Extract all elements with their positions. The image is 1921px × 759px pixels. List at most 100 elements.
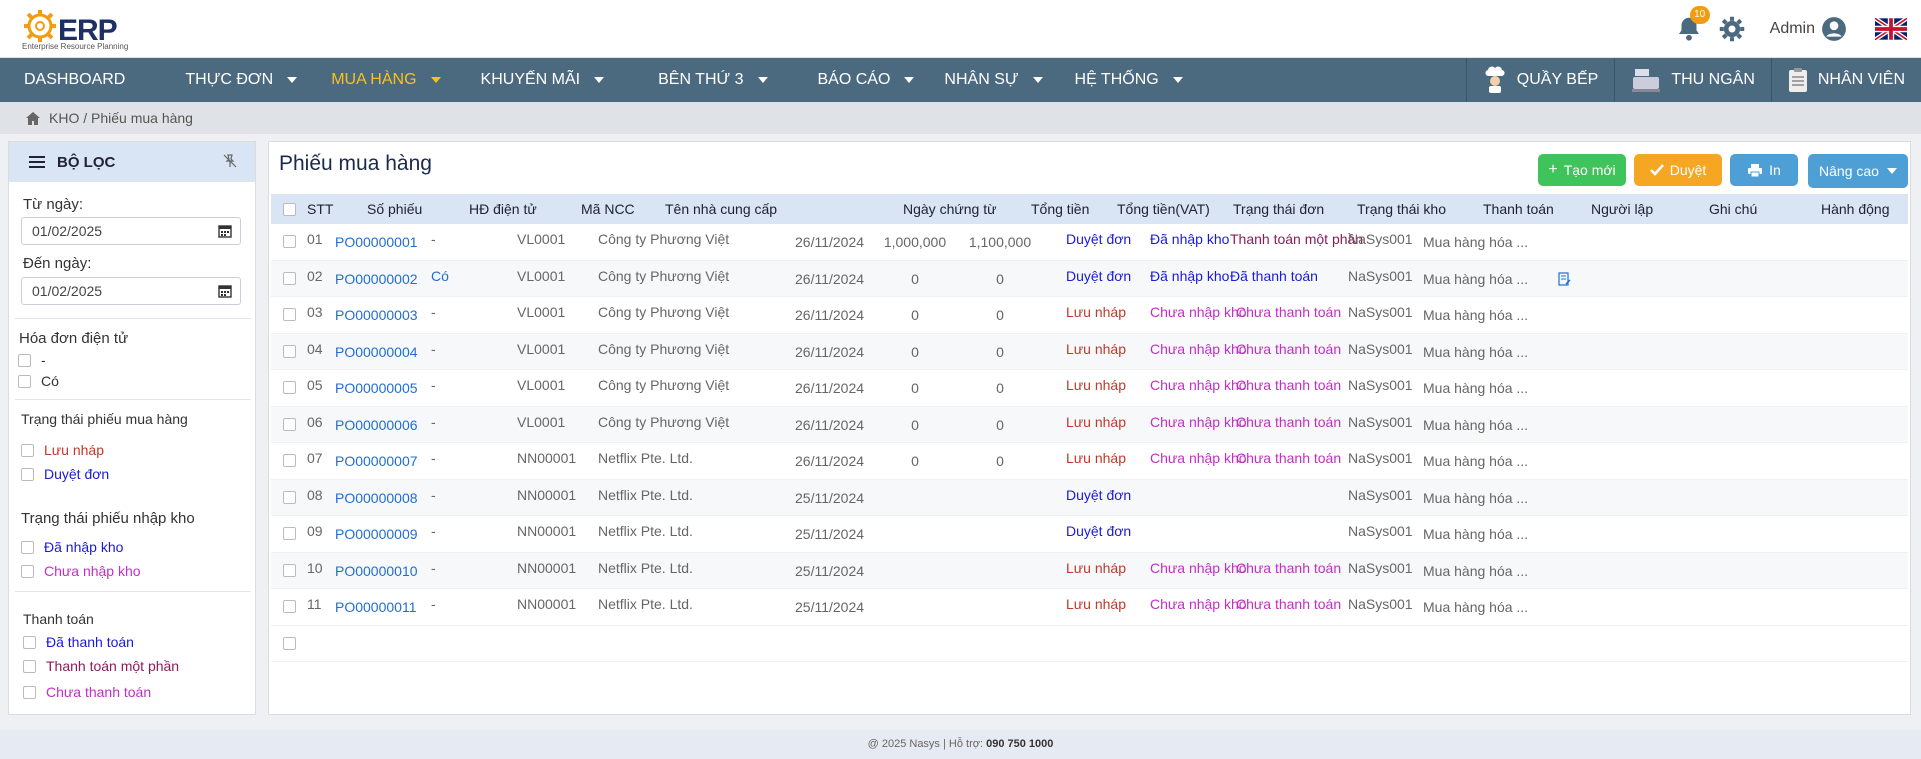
- row-checkbox[interactable]: [283, 271, 296, 285]
- po-number-link[interactable]: PO00000005: [335, 380, 418, 396]
- table-row[interactable]: 02 PO00000002 Có VL0001 Công ty Phương Việt 2…: [271, 260, 1908, 297]
- po-number-link[interactable]: PO00000008: [335, 489, 418, 506]
- edit-document-icon[interactable]: [1558, 271, 1571, 286]
- chevron-down-icon: [1886, 168, 1897, 174]
- purchase-orders-table: STT Số phiếu HĐ điện tử Mã NCC Tên nhà c…: [271, 194, 1908, 662]
- from-date-input[interactable]: 01/02/2025: [21, 217, 241, 245]
- po-number-link[interactable]: PO00000001: [335, 234, 418, 250]
- row-checkbox[interactable]: [283, 563, 296, 577]
- col-order-status[interactable]: Trạng thái đơn: [1233, 201, 1325, 217]
- to-date-input[interactable]: 01/02/2025: [21, 277, 241, 305]
- nav-system[interactable]: HỆ THỐNG: [1043, 58, 1183, 102]
- plus-icon: +: [1548, 161, 1558, 178]
- uk-flag-icon[interactable]: [1875, 18, 1907, 40]
- col-einvoice[interactable]: HĐ điện tử: [469, 201, 537, 217]
- payment-status-cell: Chưa thanh toán: [1236, 596, 1342, 612]
- partial-paid-checkbox[interactable]: Thanh toán một phần: [23, 658, 179, 674]
- not-in-stock-checkbox[interactable]: Chưa nhập kho: [21, 563, 141, 579]
- col-date[interactable]: Ngày chứng từ: [903, 201, 997, 217]
- col-supplier-name[interactable]: Tên nhà cung cấp: [665, 201, 778, 217]
- row-checkbox[interactable]: [283, 344, 296, 358]
- nav-hr[interactable]: NHÂN SỰ: [914, 58, 1043, 102]
- po-number-link[interactable]: PO00000004: [335, 343, 418, 360]
- row-checkbox[interactable]: [283, 636, 296, 650]
- row-stt: 03: [307, 304, 323, 320]
- table-row[interactable]: 04 PO00000004- VL0001 Công ty Phương Việt 26…: [271, 333, 1908, 370]
- user-menu[interactable]: Admin: [1770, 16, 1847, 42]
- nav-menu[interactable]: THỰC ĐƠN: [125, 58, 298, 102]
- cashier-button[interactable]: THU NGÂN: [1614, 58, 1771, 102]
- table-row[interactable]: 08 PO00000008- NN00001 Netflix Pte. Ltd. 25/…: [271, 479, 1908, 516]
- in-stock-checkbox[interactable]: Đã nhập kho: [21, 539, 123, 555]
- erp-logo[interactable]: ERP Enterprise Resource Planning: [22, 8, 142, 52]
- paid-checkbox[interactable]: Đã thanh toán: [23, 634, 134, 650]
- draft-checkbox[interactable]: Lưu nháp: [21, 442, 104, 458]
- po-number-link[interactable]: PO00000002: [335, 270, 418, 287]
- kitchen-counter-button[interactable]: QUẦY BẾP: [1465, 58, 1615, 102]
- create-new-button[interactable]: + Tạo mới: [1538, 154, 1626, 186]
- table-row[interactable]: 05 PO00000005- VL0001 Công ty Phương Việt 26…: [271, 370, 1908, 407]
- col-po[interactable]: Số phiếu: [367, 201, 423, 217]
- table-row[interactable]: 09 PO00000009- NN00001 Netflix Pte. Ltd. 25/…: [271, 516, 1908, 553]
- po-number-link[interactable]: PO00000009: [335, 526, 418, 542]
- table-row-empty: [271, 626, 1908, 662]
- row-checkbox[interactable]: [283, 527, 296, 540]
- col-supplier-code[interactable]: Mã NCC: [581, 201, 635, 217]
- po-number-link[interactable]: PO00000011: [335, 599, 417, 615]
- table-row[interactable]: 07 PO00000007- NN00001 Netflix Pte. Ltd. 26/…: [271, 443, 1908, 480]
- table-row[interactable]: 11 PO00000011- NN00001 Netflix Pte. Ltd. 25/…: [271, 589, 1908, 626]
- nav-dashboard[interactable]: DASHBOARD: [24, 71, 126, 88]
- print-button[interactable]: In: [1730, 154, 1798, 186]
- einvoice-none-checkbox[interactable]: -: [18, 352, 46, 368]
- payment-status-cell: Chưa thanh toán: [1236, 377, 1342, 393]
- row-checkbox[interactable]: [283, 454, 296, 467]
- nav-promotions[interactable]: KHUYẾN MÃI: [441, 58, 605, 102]
- hamburger-icon[interactable]: [29, 155, 45, 169]
- select-all-checkbox[interactable]: [283, 203, 296, 216]
- row-checkbox[interactable]: [283, 235, 296, 248]
- col-created-by[interactable]: Người lập: [1591, 201, 1654, 217]
- unpin-icon[interactable]: [223, 154, 237, 168]
- calendar-icon[interactable]: [218, 224, 232, 238]
- col-stock-status[interactable]: Trạng thái kho: [1357, 201, 1446, 217]
- approve-button[interactable]: Duyệt: [1634, 154, 1722, 186]
- table-row[interactable]: 03 PO00000003- VL0001 Công ty Phương Việt 26…: [271, 297, 1908, 334]
- order-status-cell: Lưu nháp: [1066, 559, 1126, 576]
- settings-gear-icon[interactable]: [1718, 15, 1746, 43]
- po-number-link[interactable]: PO00000010: [335, 562, 418, 579]
- approved-checkbox[interactable]: Duyệt đơn: [21, 466, 109, 482]
- home-icon[interactable]: [25, 111, 41, 126]
- col-stt[interactable]: STT: [307, 201, 334, 217]
- einvoice-yes-checkbox[interactable]: Có: [18, 373, 59, 389]
- table-row[interactable]: 10 PO00000010- NN00001 Netflix Pte. Ltd. 25/…: [271, 552, 1908, 589]
- col-payment[interactable]: Thanh toán: [1483, 201, 1554, 217]
- po-number-link[interactable]: PO00000007: [335, 453, 418, 469]
- note-cell: Mua hàng hóa ...: [1423, 343, 1529, 360]
- staff-button[interactable]: NHÂN VIÊN: [1770, 58, 1921, 102]
- table-row[interactable]: 01 PO00000001- VL0001 Công ty Phương Việt 26…: [271, 224, 1908, 261]
- nav-reports[interactable]: BÁO CÁO: [768, 58, 915, 102]
- unpaid-checkbox[interactable]: Chưa thanh toán: [23, 684, 151, 700]
- nav-purchasing[interactable]: MUA HÀNG: [297, 58, 441, 102]
- einvoice-title: Hóa đơn điện tử: [19, 330, 129, 347]
- advanced-dropdown-button[interactable]: Nâng cao: [1808, 154, 1908, 188]
- col-total[interactable]: Tổng tiền: [1031, 201, 1090, 217]
- order-status-cell: Duyệt đơn: [1066, 267, 1132, 284]
- po-number-link[interactable]: PO00000006: [335, 416, 418, 433]
- col-note[interactable]: Ghi chú: [1709, 201, 1758, 217]
- row-checkbox[interactable]: [283, 490, 296, 504]
- notification-button[interactable]: 10: [1674, 6, 1710, 44]
- support-phone[interactable]: 090 750 1000: [986, 738, 1054, 750]
- header-actions: 10 Admin: [1674, 0, 1907, 58]
- row-checkbox[interactable]: [283, 417, 296, 431]
- footer-copyright: @ 2025 Nasys | Hỗ trợ:: [867, 738, 984, 750]
- row-checkbox[interactable]: [283, 381, 296, 394]
- breadcrumb-text[interactable]: KHO / Phiếu mua hàng: [49, 110, 193, 126]
- calendar-icon[interactable]: [218, 284, 232, 298]
- row-checkbox[interactable]: [283, 308, 296, 321]
- nav-third-party[interactable]: BÊN THỨ 3: [604, 58, 768, 102]
- table-row[interactable]: 06 PO00000006- VL0001 Công ty Phương Việt 26…: [271, 406, 1908, 443]
- col-total-vat[interactable]: Tổng tiền(VAT): [1117, 201, 1210, 217]
- row-checkbox[interactable]: [283, 600, 296, 613]
- po-number-link[interactable]: PO00000003: [335, 307, 418, 323]
